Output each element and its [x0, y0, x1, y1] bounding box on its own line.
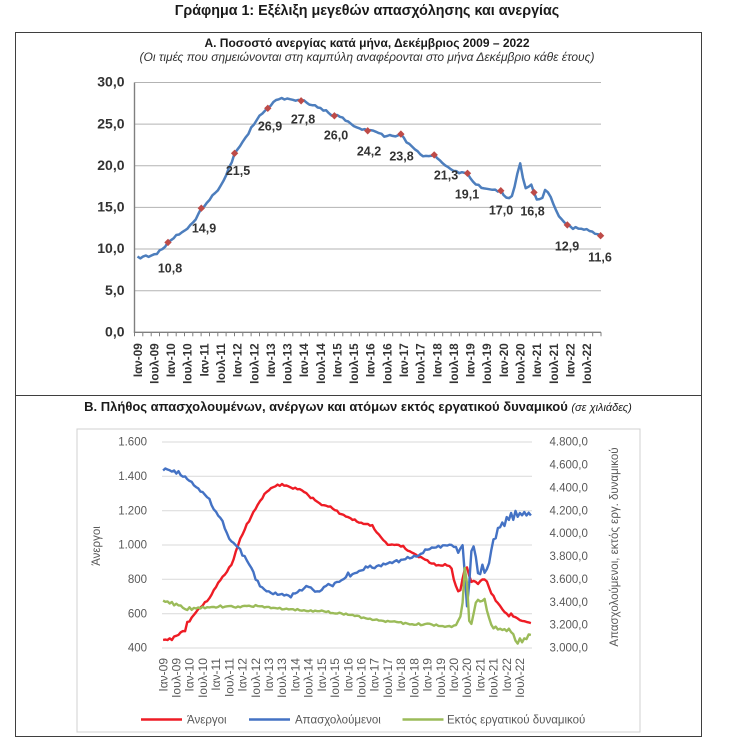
svg-text:Ιαν-13: Ιαν-13 [265, 343, 278, 377]
svg-text:600: 600 [128, 608, 147, 620]
svg-text:Ιουλ-12: Ιουλ-12 [249, 658, 263, 698]
svg-text:Ιουλ-11: Ιουλ-11 [222, 658, 236, 697]
svg-text:Ιουλ-21: Ιουλ-21 [548, 343, 561, 384]
svg-text:Ιουλ-20: Ιουλ-20 [460, 658, 474, 698]
svg-text:14,9: 14,9 [192, 221, 216, 235]
svg-text:Ιουλ-21: Ιουλ-21 [487, 658, 501, 698]
svg-text:4.000,0: 4.000,0 [550, 528, 588, 540]
svg-text:24,2: 24,2 [357, 144, 381, 158]
svg-text:Ιουλ-09: Ιουλ-09 [170, 658, 184, 698]
svg-text:10,8: 10,8 [158, 261, 182, 275]
svg-text:4.200,0: 4.200,0 [550, 505, 588, 517]
svg-text:5,0: 5,0 [105, 282, 125, 298]
svg-text:Ιαν-10: Ιαν-10 [165, 343, 178, 377]
svg-text:Ιουλ-09: Ιουλ-09 [148, 343, 161, 384]
svg-text:Ιαν-17: Ιαν-17 [398, 343, 411, 377]
svg-text:Ιουλ-13: Ιουλ-13 [275, 658, 289, 698]
svg-text:Ιαν-22: Ιαν-22 [500, 658, 514, 692]
svg-text:1.200: 1.200 [118, 505, 147, 517]
svg-text:Ιουλ-16: Ιουλ-16 [355, 658, 369, 698]
svg-text:Ιουλ-22: Ιουλ-22 [513, 658, 527, 698]
svg-text:Ιουλ-18: Ιουλ-18 [448, 343, 461, 384]
svg-text:Ιαν-20: Ιαν-20 [447, 658, 461, 692]
svg-text:Ιαν-17: Ιαν-17 [368, 658, 382, 692]
svg-text:26,9: 26,9 [258, 119, 282, 133]
svg-text:3.400,0: 3.400,0 [550, 597, 588, 609]
svg-text:Ιαν-21: Ιαν-21 [473, 658, 487, 692]
svg-text:Ιουλ-16: Ιουλ-16 [381, 343, 394, 384]
svg-text:Ιουλ-20: Ιουλ-20 [515, 343, 528, 384]
svg-text:Ιουλ-10: Ιουλ-10 [196, 658, 210, 698]
svg-text:4.400,0: 4.400,0 [550, 482, 588, 494]
svg-text:20,0: 20,0 [97, 157, 124, 173]
svg-text:3.000,0: 3.000,0 [550, 643, 588, 655]
svg-text:12,9: 12,9 [555, 239, 579, 253]
svg-text:Ιαν-12: Ιαν-12 [232, 343, 245, 377]
svg-text:11,6: 11,6 [588, 250, 612, 264]
svg-text:Ιαν-12: Ιαν-12 [236, 658, 250, 692]
svg-text:1.600: 1.600 [118, 437, 147, 449]
svg-text:Εκτός εργατικού δυναμικού: Εκτός εργατικού δυναμικού [447, 715, 585, 727]
svg-text:Ιαν-18: Ιαν-18 [394, 658, 408, 692]
svg-text:Ιαν-18: Ιαν-18 [431, 343, 444, 377]
svg-text:Ιουλ-19: Ιουλ-19 [434, 658, 448, 698]
svg-text:15,0: 15,0 [97, 199, 124, 215]
svg-text:26,0: 26,0 [324, 128, 348, 142]
svg-text:Ιαν-16: Ιαν-16 [365, 343, 378, 377]
svg-text:Ιαν-13: Ιαν-13 [262, 658, 276, 692]
svg-text:30,0: 30,0 [97, 74, 124, 90]
svg-text:Ιαν-20: Ιαν-20 [498, 343, 511, 377]
svg-text:Ιαν-09: Ιαν-09 [156, 658, 170, 692]
svg-text:Ιουλ-18: Ιουλ-18 [407, 658, 421, 698]
svg-text:19,1: 19,1 [455, 187, 479, 201]
svg-text:Ιαν-14: Ιαν-14 [298, 343, 311, 377]
svg-text:Ιουλ-17: Ιουλ-17 [415, 343, 428, 384]
svg-text:Ιαν-11: Ιαν-11 [209, 658, 223, 691]
svg-text:Ιαν-15: Ιαν-15 [332, 343, 345, 377]
svg-text:Ιουλ-15: Ιουλ-15 [328, 658, 342, 698]
svg-text:Ιουλ-22: Ιουλ-22 [581, 343, 594, 384]
svg-text:Ιαν-19: Ιαν-19 [465, 343, 478, 377]
svg-text:17,0: 17,0 [489, 203, 513, 217]
svg-text:Απασχολούμενοι, εκτός εργ. δυν: Απασχολούμενοι, εκτός εργ. δυναμικού [609, 447, 621, 646]
svg-text:3.800,0: 3.800,0 [550, 551, 588, 563]
svg-text:10,0: 10,0 [97, 240, 124, 256]
svg-text:21,3: 21,3 [434, 168, 458, 182]
svg-text:Ιαν-10: Ιαν-10 [183, 658, 197, 692]
svg-text:Ιουλ-15: Ιουλ-15 [348, 343, 361, 384]
svg-text:Ιουλ-12: Ιουλ-12 [248, 343, 261, 384]
svg-text:Ιαν-15: Ιαν-15 [315, 658, 329, 692]
svg-text:4.600,0: 4.600,0 [550, 460, 588, 472]
svg-text:Ιαν-21: Ιαν-21 [531, 343, 544, 377]
svg-text:4.800,0: 4.800,0 [550, 437, 588, 449]
svg-text:1.000: 1.000 [118, 540, 147, 552]
svg-text:Ιαν-11: Ιαν-11 [198, 343, 211, 377]
svg-text:Ιαν-14: Ιαν-14 [288, 658, 302, 692]
svg-text:Άνεργοι: Άνεργοι [91, 526, 103, 566]
svg-text:Ιαν-16: Ιαν-16 [341, 658, 355, 692]
svg-text:3.600,0: 3.600,0 [550, 574, 588, 586]
svg-text:Ιαν-22: Ιαν-22 [564, 343, 577, 377]
svg-text:Ιουλ-11: Ιουλ-11 [215, 343, 228, 383]
svg-text:1.400: 1.400 [118, 471, 147, 483]
svg-text:800: 800 [128, 574, 147, 586]
svg-text:Ιουλ-17: Ιουλ-17 [381, 658, 395, 698]
svg-text:Άνεργοι: Άνεργοι [187, 715, 227, 727]
svg-text:3.200,0: 3.200,0 [550, 620, 588, 632]
svg-text:400: 400 [128, 643, 147, 655]
svg-text:25,0: 25,0 [97, 115, 124, 131]
svg-text:0,0: 0,0 [105, 324, 125, 340]
svg-text:Ιουλ-10: Ιουλ-10 [182, 343, 195, 384]
svg-text:16,8: 16,8 [520, 204, 544, 218]
svg-text:Ιουλ-14: Ιουλ-14 [315, 343, 328, 384]
svg-text:27,8: 27,8 [291, 112, 315, 126]
svg-text:21,5: 21,5 [226, 164, 250, 178]
svg-text:Ιαν-19: Ιαν-19 [421, 658, 435, 692]
svg-text:23,8: 23,8 [389, 149, 413, 163]
svg-text:Ιουλ-14: Ιουλ-14 [302, 658, 316, 698]
svg-text:Απασχολούμενοι: Απασχολούμενοι [295, 715, 381, 727]
svg-text:Ιουλ-19: Ιουλ-19 [481, 343, 494, 384]
svg-text:Ιαν-09: Ιαν-09 [132, 343, 145, 377]
svg-text:Ιουλ-13: Ιουλ-13 [282, 343, 295, 384]
